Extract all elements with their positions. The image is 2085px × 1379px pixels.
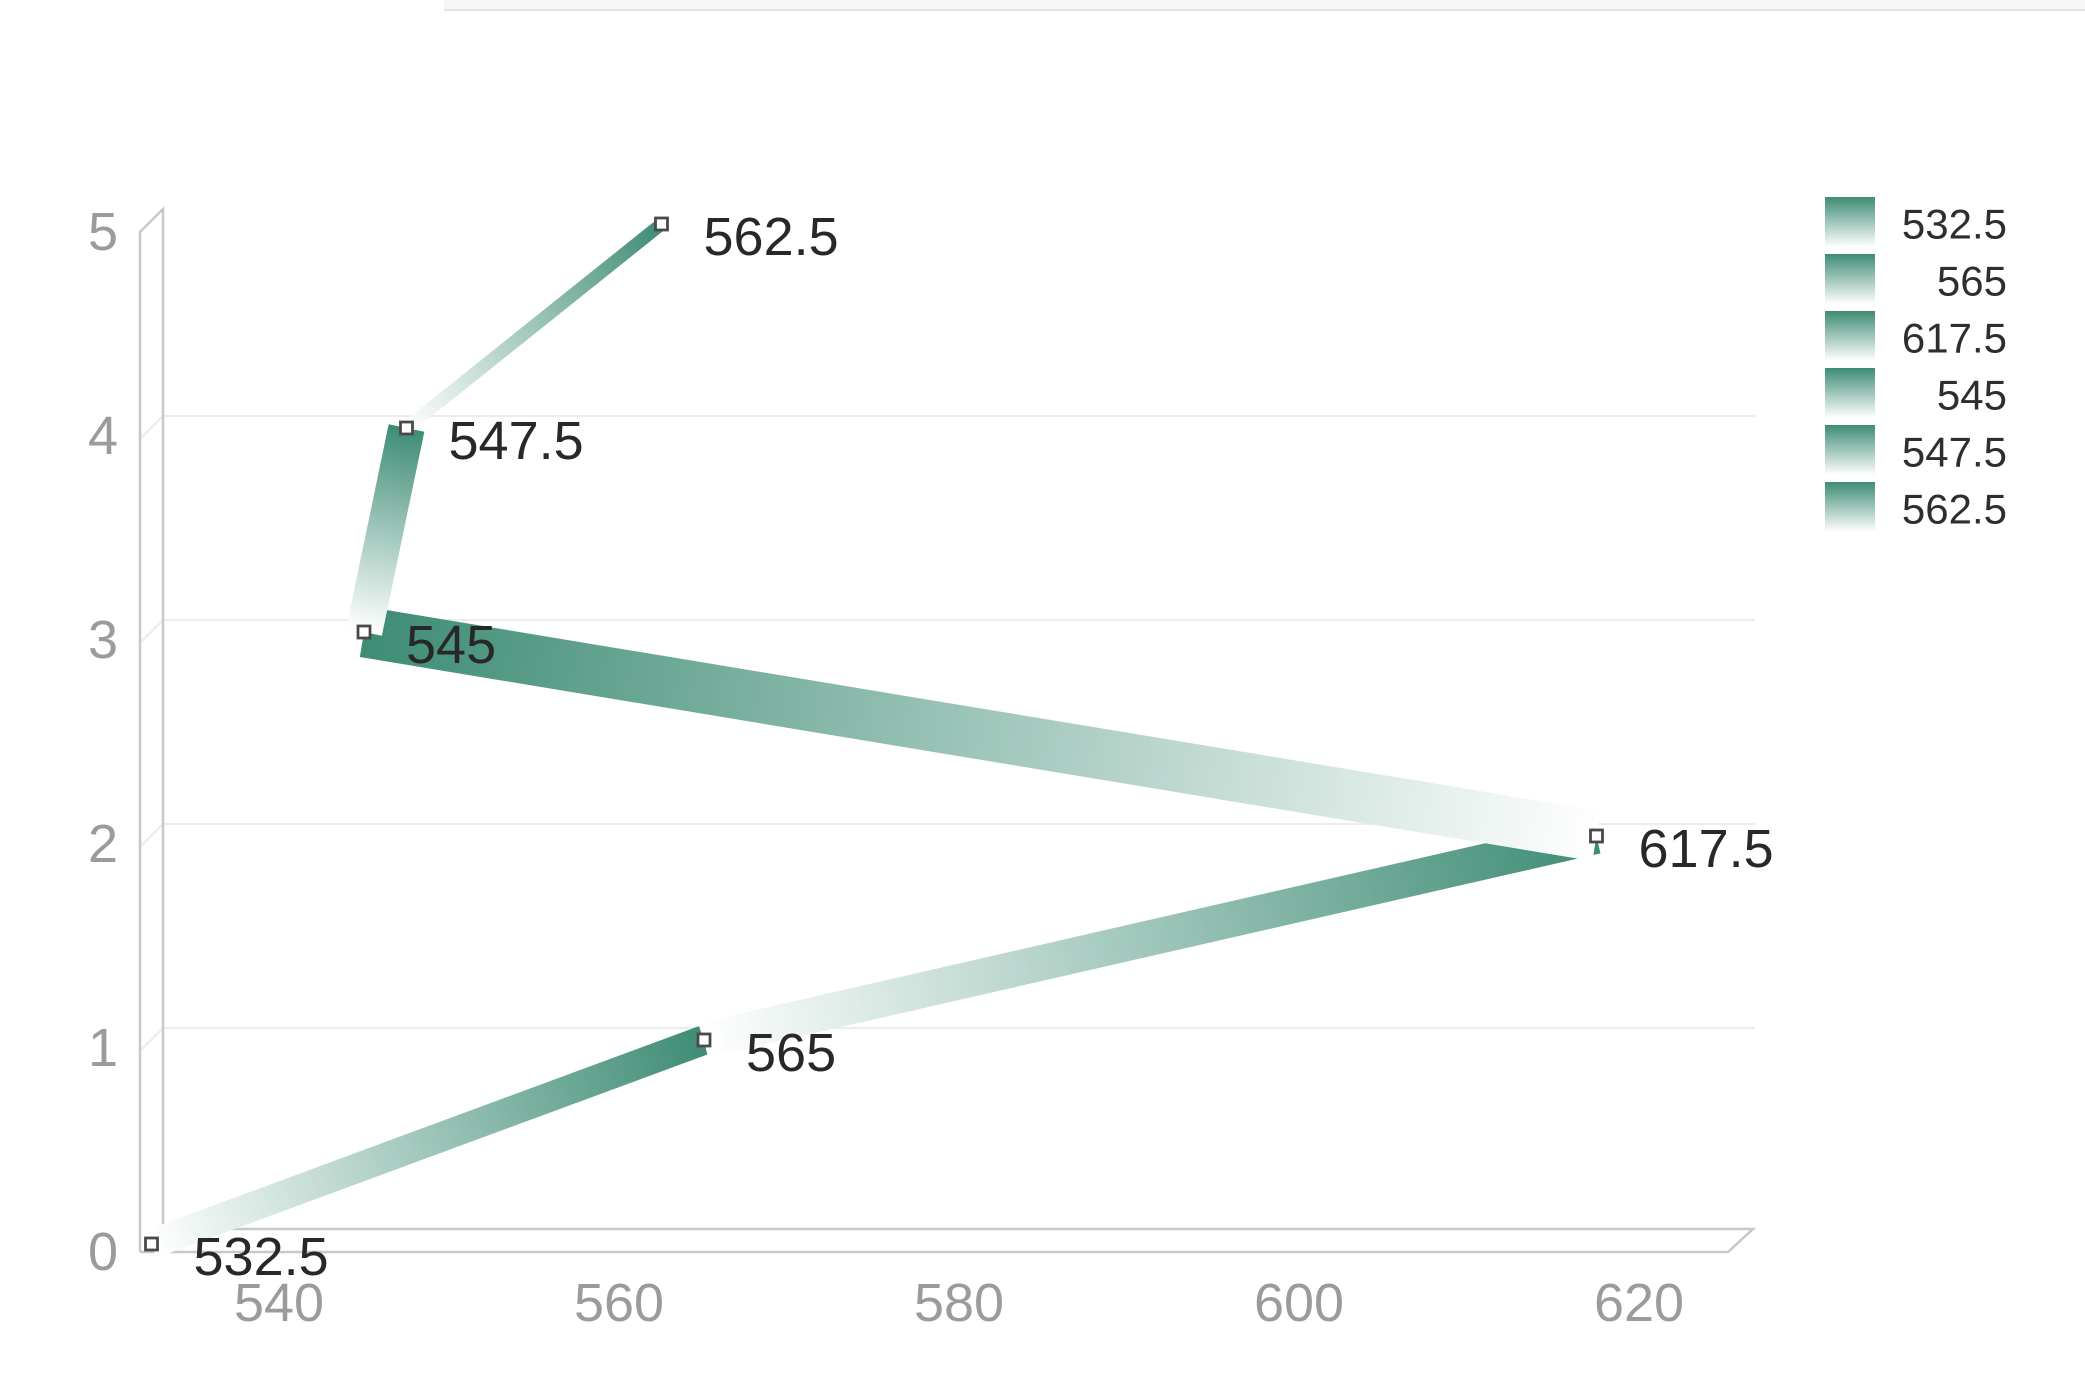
y-tick-label-1: 1 [88,1018,118,1078]
y-tick-label-2: 2 [88,814,118,874]
line-segment-3 [346,424,425,636]
top-window-edge-strip [444,0,2085,11]
legend-swatch-0 [1825,197,1875,247]
x-tick-label-0: 540 [234,1273,324,1333]
legend-item-2[interactable]: 617.5 [1825,311,2007,362]
y-tick-label-3: 3 [88,610,118,670]
x-tick-label-3: 600 [1254,1273,1344,1333]
grid-line-y1 [139,1027,1755,1052]
legend-label-1: 565 [1937,258,2007,305]
grid-line-y4 [139,415,1755,440]
legend-label-3: 545 [1937,372,2007,419]
line-segment-0 [146,1026,710,1258]
line-segment-1 [700,818,1601,1058]
legend-item-3[interactable]: 545 [1825,368,2007,419]
y-tick-label-0: 0 [88,1222,118,1282]
data-point-marker-3[interactable] [356,624,372,640]
x-axis [140,1227,1757,1254]
line-segment-2 [359,606,1601,862]
line-segment-4 [402,218,666,434]
legend-item-5[interactable]: 562.5 [1825,482,2007,533]
legend: 532.5 565 617.5 545 547.5 562.5 [1825,197,2007,533]
tick-labels-layer: 540 560 580 600 620 0 1 2 3 4 5 [88,202,1684,1333]
data-point-marker-5[interactable] [654,216,669,232]
line-segments-layer [146,218,1601,1258]
legend-label-5: 562.5 [1902,486,2007,533]
markers-layer [144,216,1604,1252]
data-point-marker-4[interactable] [399,420,414,436]
legend-label-2: 617.5 [1902,315,2007,362]
legend-swatch-5 [1825,482,1875,532]
legend-item-1[interactable]: 565 [1825,254,2007,305]
legend-swatch-4 [1825,425,1875,475]
x-tick-label-2: 580 [914,1273,1004,1333]
y-tick-label-4: 4 [88,406,118,466]
legend-swatch-3 [1825,368,1875,418]
data-point-marker-0[interactable] [144,1236,159,1252]
labels-layer: 532.5 565 617.5 545 547.5 562.5 [194,207,1774,1287]
legend-swatch-1 [1825,254,1875,304]
legend-label-4: 547.5 [1902,429,2007,476]
data-point-label-5: 562.5 [704,207,839,267]
data-point-label-2: 617.5 [1639,819,1774,879]
data-point-marker-1[interactable] [696,1032,712,1048]
data-point-label-3: 545 [406,615,496,675]
legend-item-4[interactable]: 547.5 [1825,425,2007,476]
data-point-marker-2[interactable] [1589,828,1604,844]
legend-label-0: 532.5 [1902,201,2007,248]
legend-swatch-2 [1825,311,1875,361]
y-axis [138,205,165,1252]
axes-layer [138,205,1757,1254]
legend-item-0[interactable]: 532.5 [1825,197,2007,248]
data-point-label-1: 565 [746,1023,836,1083]
x-tick-label-1: 560 [574,1273,664,1333]
y-tick-label-5: 5 [88,202,118,262]
data-point-label-4: 547.5 [449,411,584,471]
x-tick-label-4: 620 [1594,1273,1684,1333]
data-point-label-0: 532.5 [194,1227,329,1287]
